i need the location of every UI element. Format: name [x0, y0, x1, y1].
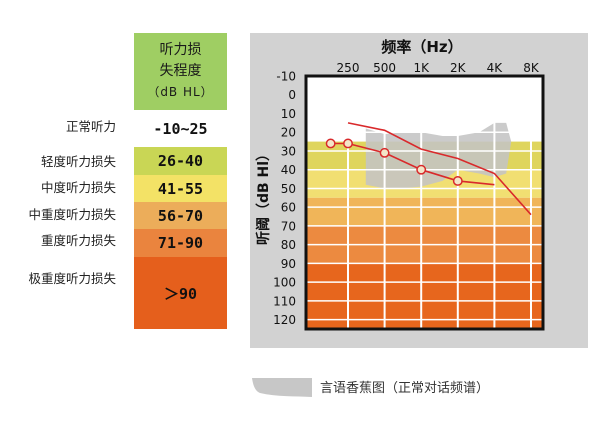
y-tick-label-90: 90: [281, 257, 296, 271]
y-tick-label-100: 100: [273, 276, 296, 290]
x-tick-label-8K: 8K: [523, 61, 540, 75]
range-cell-normal: -10~25: [134, 110, 227, 147]
threshold-marker-180: [325, 138, 336, 149]
range-text-moderate: 41-55: [157, 179, 204, 198]
range-text-mild: 26-40: [157, 152, 204, 170]
range-cell-mild: 26-40: [134, 147, 227, 175]
range-text-moderately-severe: 56-70: [157, 206, 204, 225]
y-tick-label-0: 0: [288, 88, 296, 102]
range-cell-moderately-severe: 56-70: [134, 202, 227, 229]
range-cell-profound: ＞90: [134, 257, 227, 329]
y-tick-label-70: 70: [281, 219, 296, 233]
y-tick-label-50: 50: [281, 182, 296, 196]
plot-frame: [304, 74, 545, 331]
threshold-marker-2000: [452, 175, 463, 186]
x-tick-label-4K: 4K: [487, 61, 504, 75]
chart-title: 频率（Hz）: [381, 38, 462, 56]
range-text-normal: -10~25: [153, 119, 208, 138]
hearing-loss-band-2: [306, 197, 543, 226]
legend-label-moderate: 中度听力损失: [40, 180, 116, 195]
speech-banana-key-label: 言语香蕉图（正常对话频谱）: [320, 381, 490, 396]
legend-label-mild: 轻度听力损失: [40, 154, 116, 169]
y-axis-label: 听阈（dB Hl）: [255, 147, 272, 245]
legend-label-profound: 极重度听力损失: [28, 271, 116, 286]
range-text-severe: 71-90: [157, 234, 204, 252]
y-tick-label-40: 40: [281, 163, 296, 177]
x-tick-label-250: 250: [337, 61, 360, 75]
y-tick-label-110: 110: [273, 294, 296, 308]
threshold-marker-1000: [416, 164, 427, 175]
threshold-marker-250: [343, 138, 353, 149]
y-tick-label-30: 30: [281, 144, 296, 158]
legend-header-unit: （dB HL）: [147, 85, 214, 99]
threshold-marker-500: [379, 147, 390, 158]
range-cell-moderate: 41-55: [134, 175, 227, 202]
legend-header-line-2: 失程度: [159, 63, 202, 79]
y-tick-label--10: -10: [276, 70, 296, 84]
range-text-profound: ＞90: [163, 284, 198, 303]
x-tick-label-1K: 1K: [413, 61, 430, 75]
y-tick-label-10: 10: [281, 107, 296, 121]
y-tick-label-80: 80: [281, 238, 296, 252]
y-tick-label-120: 120: [273, 313, 296, 327]
legend-header-line-1: 听力损: [159, 42, 202, 58]
legend-label-severe: 重度听力损失: [40, 233, 116, 248]
x-tick-label-2K: 2K: [450, 61, 467, 75]
legend-label-normal: 正常听力: [65, 119, 116, 134]
legend-label-moderately-severe: 中重度听力损失: [28, 207, 116, 222]
y-tick-label-60: 60: [281, 201, 296, 215]
legend-header: 听力损 失程度 （dB HL）: [134, 33, 227, 110]
range-cell-severe: 71-90: [134, 229, 227, 257]
y-tick-label-20: 20: [281, 126, 296, 140]
threshold-line-2: [347, 122, 532, 216]
x-tick-label-500: 500: [373, 61, 396, 75]
hearing-loss-band-4: [306, 263, 543, 329]
